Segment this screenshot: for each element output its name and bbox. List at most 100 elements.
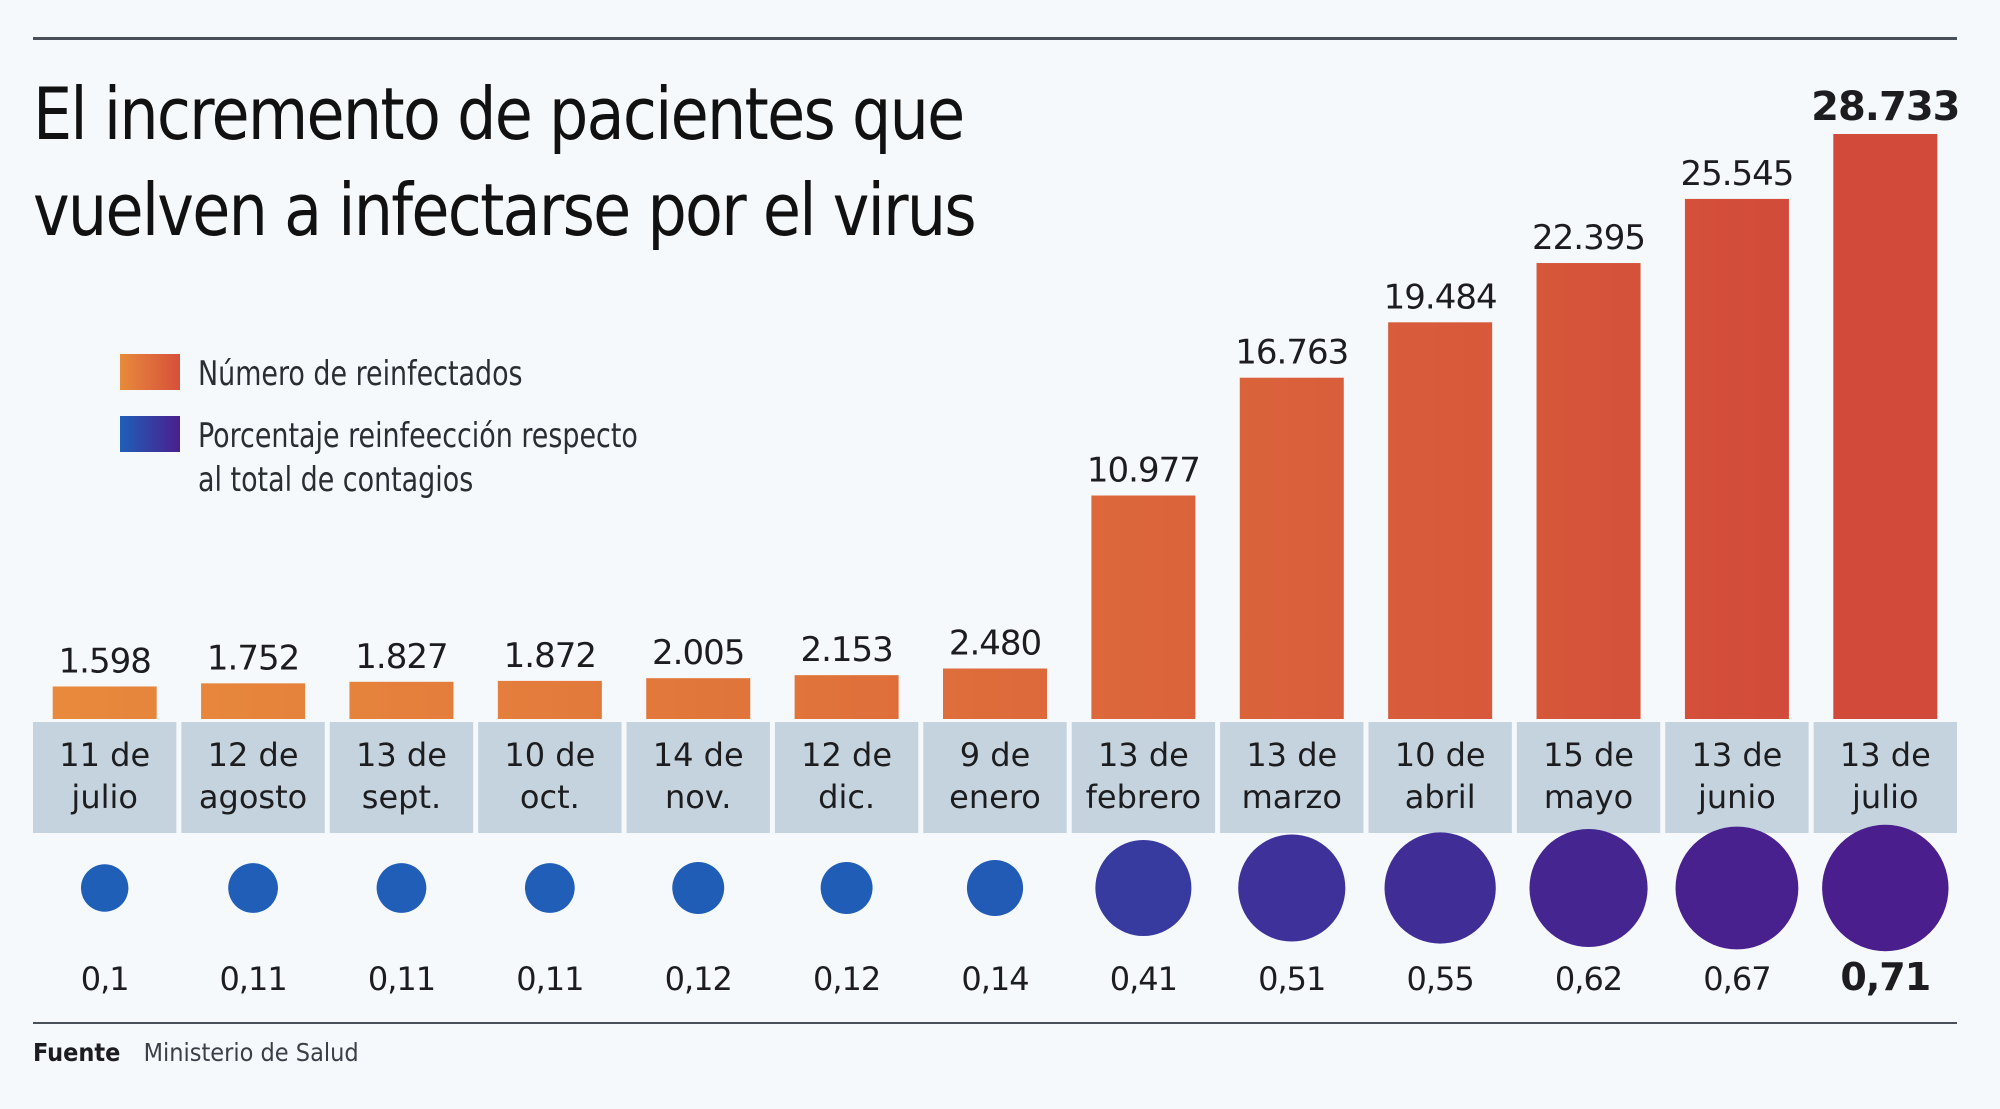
bubble-value-label: 0,12 [665, 960, 732, 998]
category-cell [1071, 722, 1216, 833]
category-label-line-1: 9 de [960, 736, 1031, 774]
legend-label-percentage-line-1: Porcentaje reinfeección respecto [198, 416, 638, 456]
source-name: Ministerio de Salud [143, 1038, 359, 1067]
category-label-line-2: enero [949, 778, 1041, 816]
category-label-line-1: 12 de [208, 736, 299, 774]
category-label-line-1: 15 de [1543, 736, 1634, 774]
category-cell [1665, 722, 1809, 833]
bubble [80, 864, 129, 912]
category-label-line-1: 13 de [1246, 736, 1337, 774]
category-cell [923, 722, 1067, 833]
bar-value-label: 19.484 [1384, 277, 1497, 317]
category-row: 11 de julio 12 de agosto 13 de sept. 10 de oct.… [33, 722, 1957, 833]
title-line-1: El incremento de pacientes que [33, 72, 965, 156]
bar [497, 680, 602, 719]
category-label-line-1: 13 de [1840, 736, 1931, 774]
category-cell [1813, 722, 1957, 833]
bubble-value-label: 0,14 [961, 960, 1028, 998]
footer: Fuente Ministerio de Salud [33, 1036, 359, 1070]
bubble-value-label: 0,55 [1407, 960, 1474, 998]
category-label-line-1: 13 de [1691, 736, 1782, 774]
bubble [376, 863, 427, 913]
bubble [672, 862, 725, 914]
bubble [1529, 828, 1648, 948]
bar-value-label: 1.872 [504, 636, 596, 676]
category-cell [774, 722, 919, 833]
source-label: Fuente [33, 1038, 121, 1067]
category-cell [181, 722, 325, 833]
category-label-line-2: dic. [818, 778, 875, 816]
bubble [1675, 826, 1799, 950]
category-cell [478, 722, 622, 833]
category-label-line-1: 14 de [653, 736, 744, 774]
category-label-line-1: 13 de [1098, 736, 1189, 774]
bubble [1384, 832, 1496, 944]
category-label-line-2: febrero [1086, 778, 1201, 816]
chart-title: El incremento de pacientes que vuelven a… [33, 66, 979, 258]
bar [1833, 134, 1938, 719]
bubble-value-label: 0,51 [1258, 960, 1325, 998]
category-label-line-2: sept. [362, 778, 441, 816]
bubble-value-label: 0,12 [813, 960, 880, 998]
category-label-line-2: junio [1697, 778, 1776, 816]
bar-value-label: 2.005 [652, 633, 744, 673]
bar-value-label: 1.827 [355, 637, 447, 677]
bubble-series [80, 824, 1949, 952]
bubble [1822, 824, 1949, 952]
bubble-value-labels: 0,1 0,11 0,11 0,11 0,12 0,12 0,14 0,41 0,51 0,55 0… [81, 955, 1931, 999]
bar [349, 681, 454, 719]
category-cell [626, 722, 770, 833]
bubble-value-label: 0,11 [516, 960, 583, 998]
legend-swatch-blue [120, 416, 180, 452]
bar-value-label: 25.545 [1680, 154, 1793, 194]
bubble-value-label: 0,62 [1555, 960, 1622, 998]
bar [1684, 198, 1789, 720]
bar [1239, 377, 1344, 719]
bar [201, 683, 306, 719]
bar [646, 678, 751, 719]
bubble [1238, 834, 1346, 942]
category-label-line-2: nov. [665, 778, 731, 816]
bubble-value-label: 0,41 [1110, 960, 1177, 998]
category-label-line-1: 12 de [801, 736, 892, 774]
category-label-line-1: 13 de [356, 736, 447, 774]
bubble-value-label: 0,67 [1703, 960, 1770, 998]
bubble [524, 863, 575, 913]
bubble [228, 863, 278, 913]
category-label-line-1: 10 de [1395, 736, 1486, 774]
bar-value-label: 2.153 [800, 630, 892, 670]
bubble [820, 862, 873, 914]
category-label-line-2: abril [1405, 778, 1476, 816]
legend-item-reinfected: Número de reinfectados [120, 352, 567, 396]
title-line-2: vuelven a infectarse por el virus [33, 168, 977, 252]
legend-swatch-orange [120, 354, 180, 390]
category-label-line-2: mayo [1544, 778, 1633, 816]
bar-series [52, 134, 1938, 720]
legend-item-percentage: Porcentaje reinfeección respecto al tota… [120, 414, 698, 502]
category-label-line-2: oct. [520, 778, 580, 816]
category-label-line-1: 11 de [59, 736, 150, 774]
legend-label-percentage-line-2: al total de contagios [198, 460, 474, 500]
category-label-line-2: julio [1851, 778, 1919, 816]
bar-value-label: 16.763 [1235, 333, 1348, 373]
bar-value-label: 2.480 [949, 624, 1041, 664]
bar [1388, 322, 1493, 719]
bubble [966, 859, 1024, 917]
bar [52, 686, 157, 719]
bubble-value-label: 0,11 [368, 960, 435, 998]
category-cell [1516, 722, 1661, 833]
category-label-line-2: marzo [1242, 778, 1342, 816]
category-label-line-1: 10 de [504, 736, 595, 774]
category-label-line-2: julio [70, 778, 138, 816]
bubble [1095, 839, 1192, 937]
legend-label-reinfected: Número de reinfectados [198, 354, 523, 394]
category-cell [329, 722, 474, 833]
bubble-value-label: 0,11 [219, 960, 286, 998]
bar-value-labels: 1.598 1.752 1.827 1.872 2.005 2.153 2.480 10.97… [59, 84, 1961, 681]
category-cell [1220, 722, 1364, 833]
legend-label-percentage: Porcentaje reinfeección respecto al tota… [198, 414, 638, 502]
bar-value-label: 1.752 [207, 638, 299, 678]
category-cell [1368, 722, 1512, 833]
bar [1536, 263, 1641, 719]
